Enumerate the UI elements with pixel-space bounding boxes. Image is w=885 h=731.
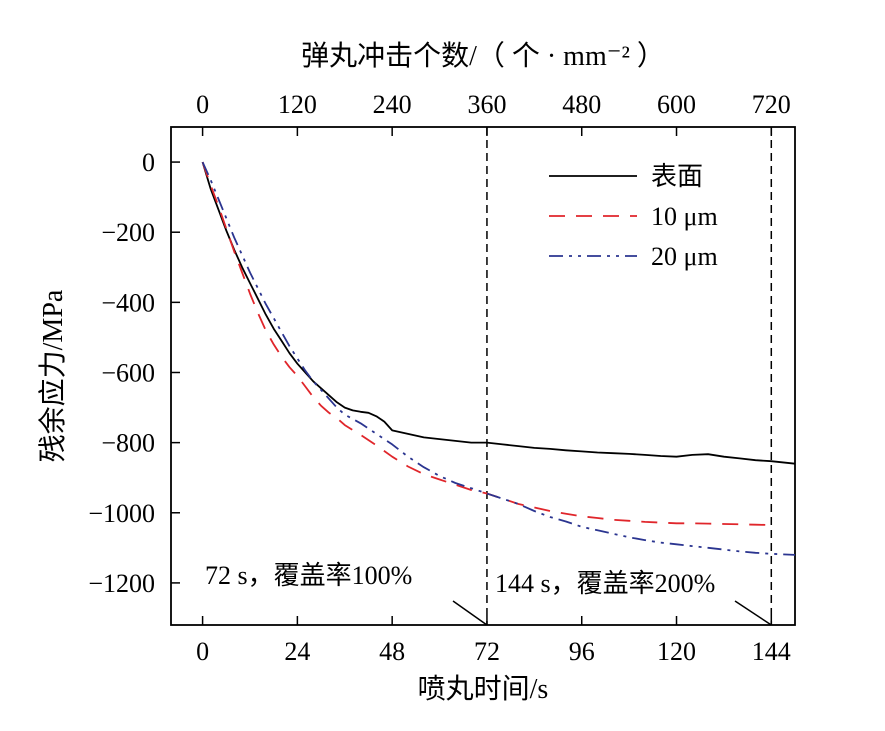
x-tick-label: 48 — [379, 637, 405, 666]
x2-tick-label: 120 — [278, 90, 317, 119]
x-tick-label: 72 — [474, 637, 500, 666]
legend-label: 20 μm — [651, 242, 718, 271]
series-group — [201, 161, 796, 556]
annotations: 72 s，覆盖率100% 144 s，覆盖率200% — [205, 561, 772, 626]
x2-tick-label: 0 — [196, 90, 209, 119]
annotation-leader-line — [452, 600, 488, 626]
x2-tick-label: 720 — [752, 90, 791, 119]
x-tick-label: 144 — [752, 637, 791, 666]
legend-label: 10 μm — [651, 202, 718, 231]
y-axis-title: 残余应力/MPa — [37, 289, 69, 462]
x-axis-title: 喷丸时间/s — [418, 673, 549, 705]
y-tick-label: −200 — [101, 218, 155, 247]
legend: 表面 10 μm 20 μm — [549, 162, 718, 271]
x2-tick-label: 480 — [562, 90, 601, 119]
series-line — [201, 161, 796, 556]
legend-label: 表面 — [651, 162, 703, 191]
ticks: 0 24 48 72 96 120 144 0 120 240 360 480 600 720 0 −200 −… — [88, 90, 790, 666]
x2-axis-title: 弹丸冲击个数/（ 个 · mm⁻² ） — [301, 40, 665, 72]
x2-tick-label: 600 — [657, 90, 696, 119]
y-tick-label: −600 — [101, 358, 155, 387]
y-tick-label: −800 — [101, 429, 155, 458]
x-tick-label: 120 — [657, 637, 696, 666]
y-tick-label: −1200 — [88, 569, 155, 598]
coverage-annotation: 72 s，覆盖率100% — [205, 561, 412, 590]
series-line — [201, 161, 796, 465]
x-tick-label: 24 — [284, 637, 310, 666]
x2-tick-label: 360 — [467, 90, 506, 119]
x2-tick-label: 240 — [373, 90, 412, 119]
vertical-reference-lines — [486, 127, 773, 625]
series-line — [201, 161, 772, 526]
plot-frame — [170, 126, 796, 626]
y-tick-label: −1000 — [88, 499, 155, 528]
coverage-annotation: 144 s，覆盖率200% — [495, 569, 715, 598]
annotation-leader-line — [734, 600, 772, 626]
y-tick-label: 0 — [142, 148, 155, 177]
x-tick-label: 0 — [196, 637, 209, 666]
x-tick-label: 96 — [569, 637, 595, 666]
y-tick-label: −400 — [101, 288, 155, 317]
